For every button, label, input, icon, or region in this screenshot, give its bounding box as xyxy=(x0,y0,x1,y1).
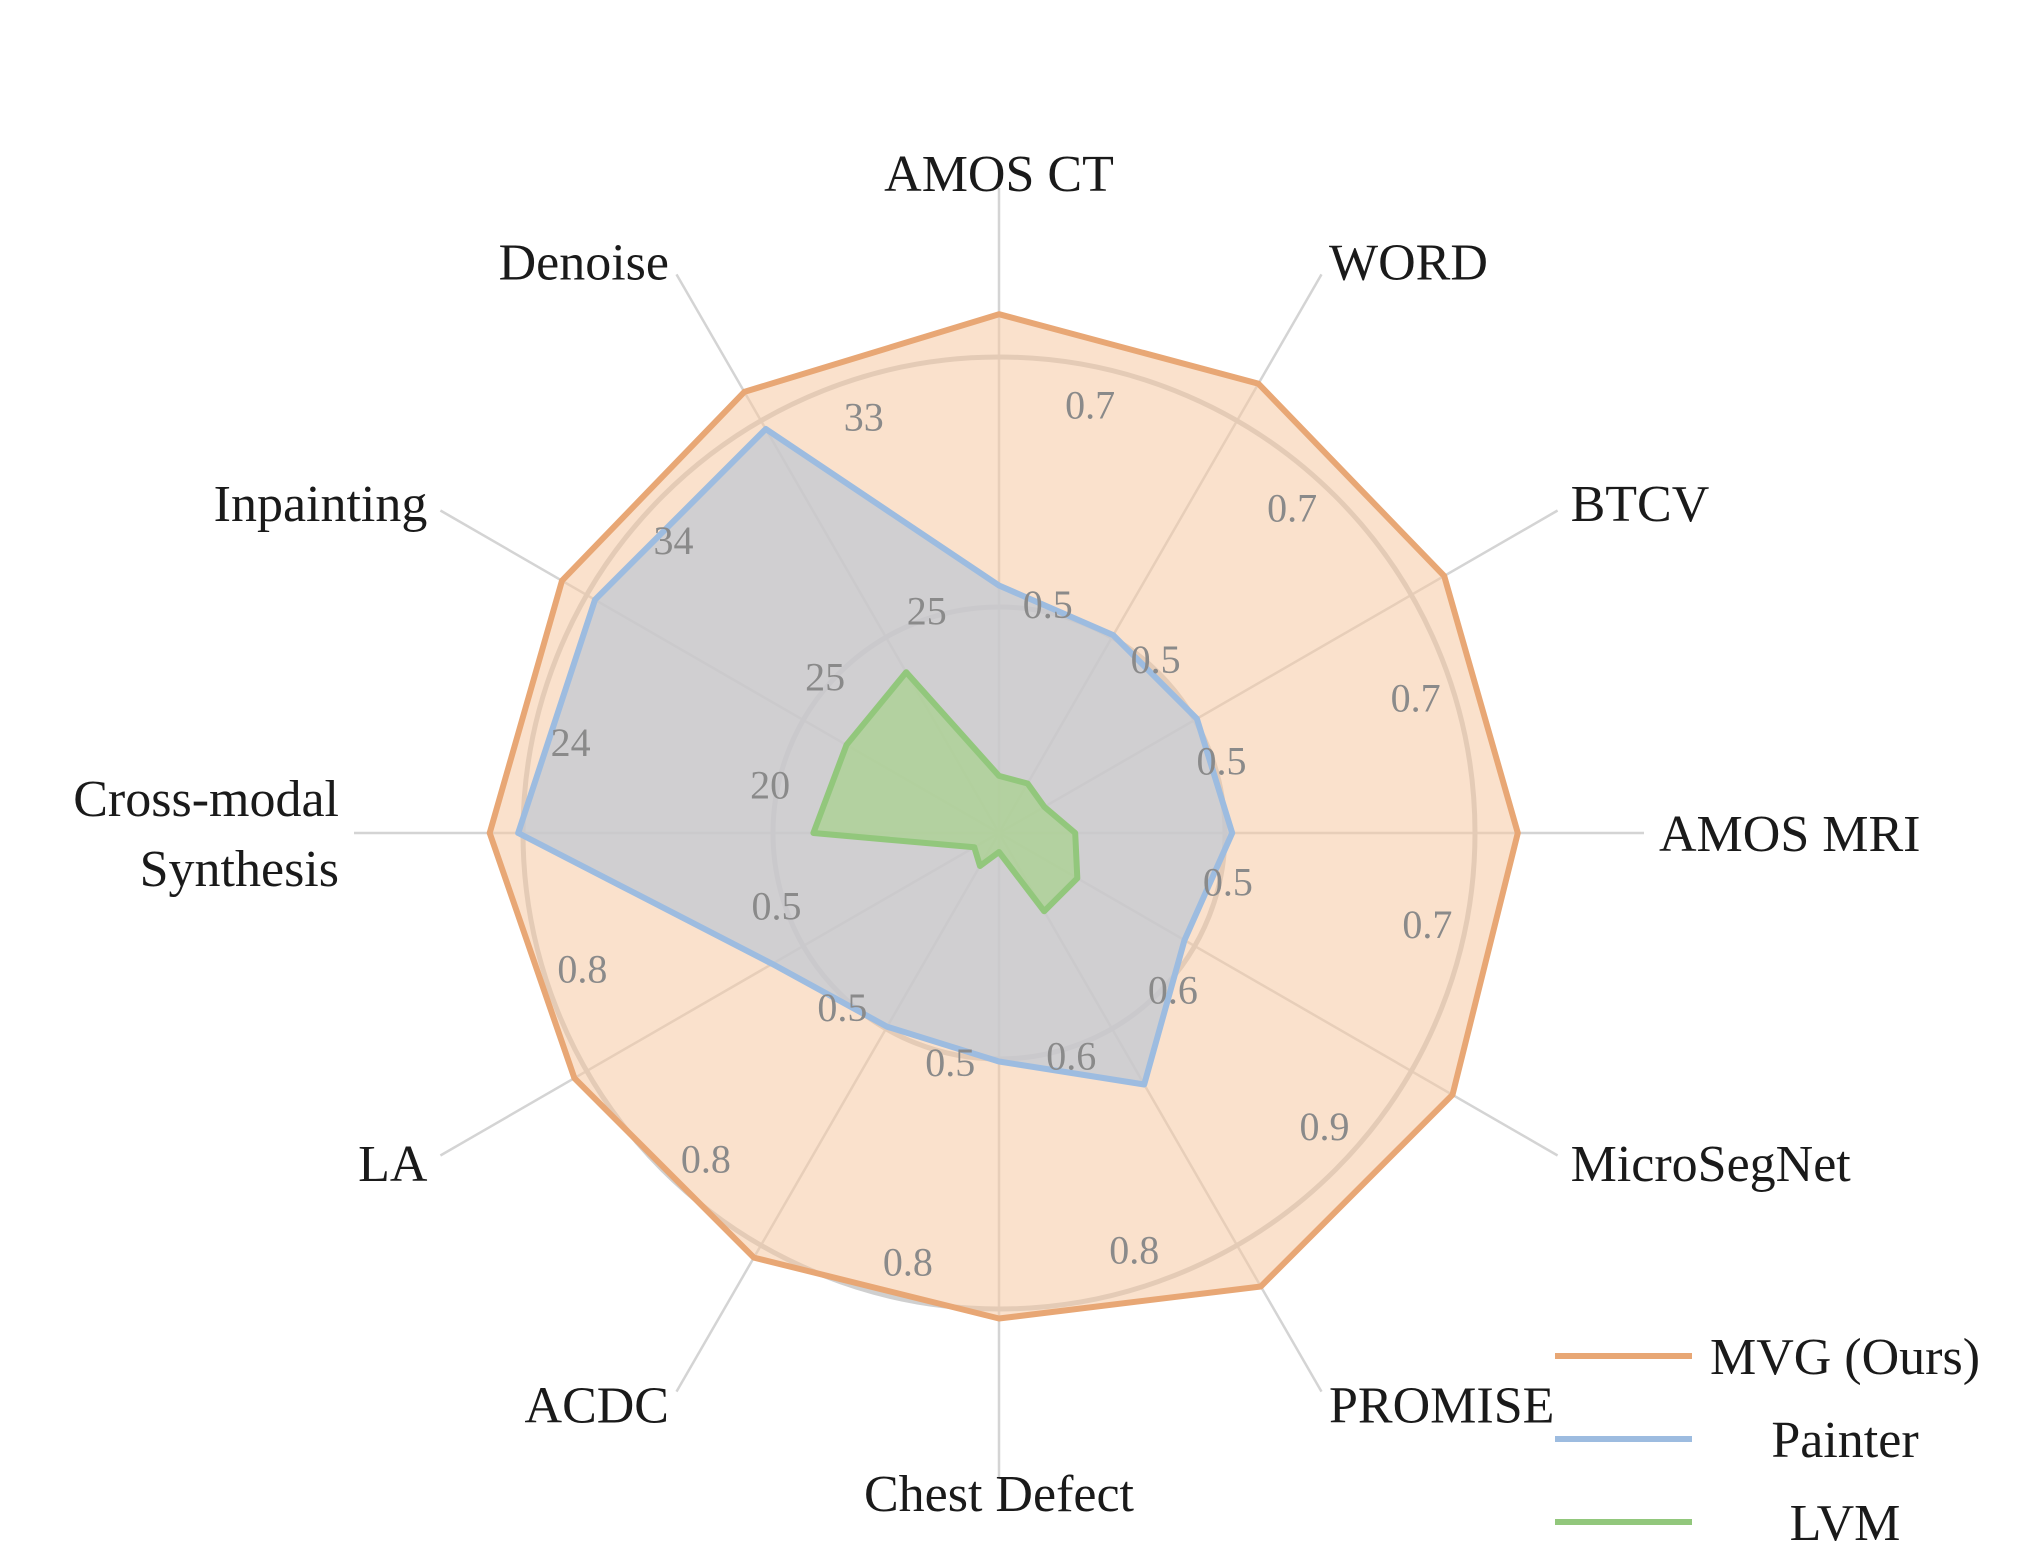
axis-label-cross-modal-synthesis: Cross-modalSynthesis xyxy=(73,771,339,898)
outer-tick-acdc: 0.8 xyxy=(681,1137,731,1182)
axis-label-acdc: ACDC xyxy=(525,1378,669,1435)
outer-tick-btcv: 0.7 xyxy=(1391,676,1441,721)
axis-label-inpainting: Inpainting xyxy=(214,476,428,533)
outer-tick-chest-defect: 0.8 xyxy=(883,1239,933,1284)
inner-tick-amos-mri: 0.5 xyxy=(1203,860,1253,905)
outer-tick-amos-mri: 0.7 xyxy=(1402,902,1452,947)
axis-label-promise: PROMISE xyxy=(1329,1378,1554,1435)
legend-label-painter: Painter xyxy=(1771,1412,1918,1469)
outer-tick-inpainting: 34 xyxy=(654,518,694,563)
inner-tick-denoise: 25 xyxy=(907,589,947,634)
inner-tick-btcv: 0.5 xyxy=(1197,739,1247,784)
axis-label-word: WORD xyxy=(1329,234,1488,291)
inner-tick-inpainting: 25 xyxy=(805,654,845,699)
series-layer xyxy=(490,314,1518,1318)
outer-tick-word: 0.7 xyxy=(1267,486,1317,531)
axis-label-btcv: BTCV xyxy=(1571,476,1710,533)
inner-tick-la: 0.5 xyxy=(752,883,802,928)
outer-tick-promise: 0.8 xyxy=(1109,1228,1159,1273)
inner-tick-amos-ct: 0.5 xyxy=(1023,582,1073,627)
inner-tick-word: 0.5 xyxy=(1131,637,1181,682)
legend: MVG (Ours) Painter LVM xyxy=(1555,1329,1980,1544)
axis-label-la: LA xyxy=(358,1136,428,1193)
outer-tick-denoise: 33 xyxy=(844,394,884,439)
outer-tick-amos-ct: 0.7 xyxy=(1065,383,1115,428)
axis-label-chest-defect: Chest Defect xyxy=(864,1466,1135,1523)
inner-tick-cross-modal-synthesis: 20 xyxy=(750,762,790,807)
inner-tick-microsegnet: 0.6 xyxy=(1148,968,1198,1013)
outer-tick-microsegnet: 0.9 xyxy=(1300,1104,1350,1149)
axis-label-microsegnet: MicroSegNet xyxy=(1571,1136,1852,1193)
legend-label-mvg-ours: MVG (Ours) xyxy=(1710,1329,1980,1386)
inner-tick-promise: 0.6 xyxy=(1046,1034,1096,1079)
outer-tick-cross-modal-synthesis: 24 xyxy=(551,720,591,765)
axis-label-denoise: Denoise xyxy=(499,234,669,291)
inner-tick-chest-defect: 0.5 xyxy=(925,1040,975,1085)
inner-tick-acdc: 0.5 xyxy=(817,985,867,1030)
outer-tick-la: 0.8 xyxy=(557,946,607,991)
axis-label-amos-ct: AMOS CT xyxy=(884,146,1114,203)
axis-label-amos-mri: AMOS MRI xyxy=(1659,806,1921,863)
legend-label-lvm: LVM xyxy=(1790,1495,1901,1544)
